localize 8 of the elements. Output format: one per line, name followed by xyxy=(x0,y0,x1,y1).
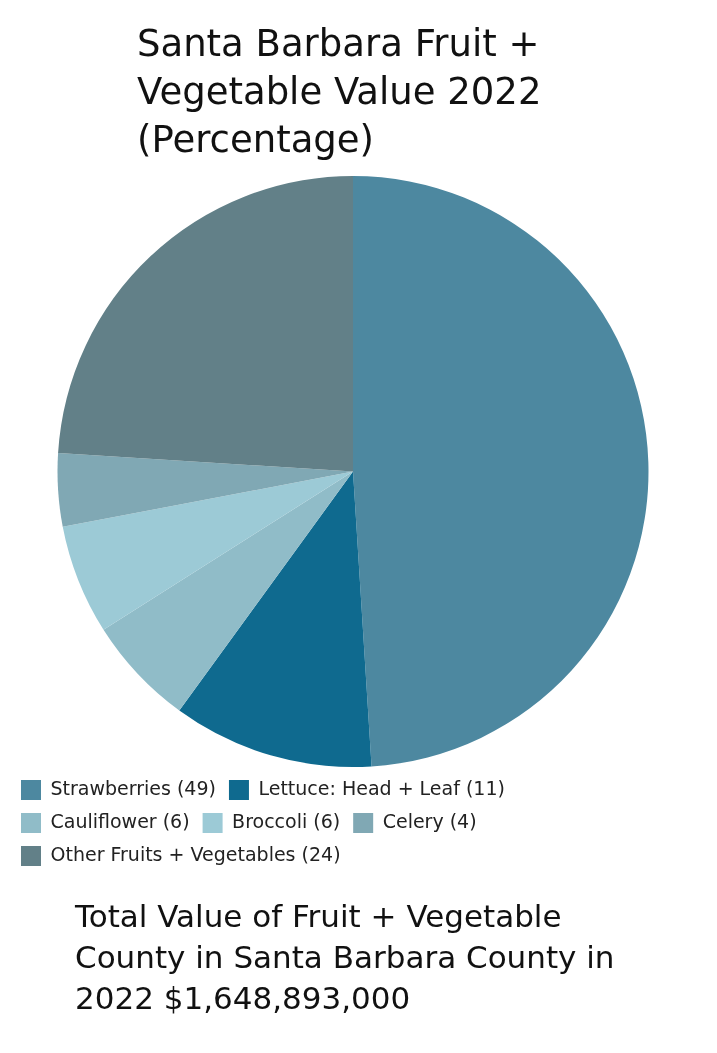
legend-label: Strawberries (49) xyxy=(50,776,216,799)
legend-label: Cauliflower (6) xyxy=(50,809,190,832)
legend-label: Celery (4) xyxy=(382,809,477,832)
legend-label: Other Fruits + Vegetables (24) xyxy=(50,842,341,865)
legend-label: Lettuce: Head + Leaf (11) xyxy=(258,776,505,799)
text: Total Value of Fruit + Vegetable County in Santa Barbara County in 2022 $1,648,893,000 xyxy=(75,897,616,1018)
chart-title: Santa Barbara Fruit + Vegetable Value 2022 (Percentage) xyxy=(137,21,543,163)
legend-label: Broccoli (6) xyxy=(232,809,341,832)
